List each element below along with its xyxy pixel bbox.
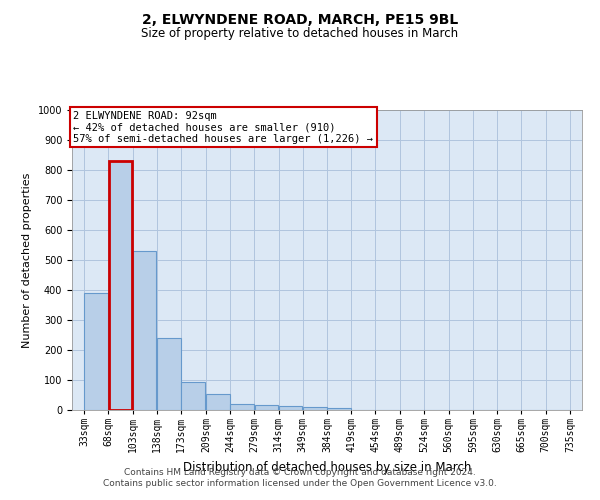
- Bar: [85, 293, 108, 410]
- Bar: [181, 382, 205, 410]
- Text: Size of property relative to detached houses in March: Size of property relative to detached ho…: [142, 28, 458, 40]
- Text: Contains HM Land Registry data © Crown copyright and database right 2024.
Contai: Contains HM Land Registry data © Crown c…: [103, 468, 497, 487]
- Bar: [230, 404, 254, 410]
- Bar: [133, 251, 157, 410]
- Bar: [109, 161, 132, 410]
- Bar: [157, 338, 181, 410]
- Bar: [279, 406, 302, 410]
- Text: 2 ELWYNDENE ROAD: 92sqm
← 42% of detached houses are smaller (910)
57% of semi-d: 2 ELWYNDENE ROAD: 92sqm ← 42% of detache…: [73, 110, 373, 144]
- Text: 2, ELWYNDENE ROAD, MARCH, PE15 9BL: 2, ELWYNDENE ROAD, MARCH, PE15 9BL: [142, 12, 458, 26]
- Bar: [206, 394, 230, 410]
- Y-axis label: Number of detached properties: Number of detached properties: [22, 172, 32, 348]
- Bar: [109, 161, 132, 410]
- X-axis label: Distribution of detached houses by size in March: Distribution of detached houses by size …: [183, 460, 471, 473]
- Bar: [328, 408, 351, 410]
- Bar: [254, 405, 278, 410]
- Bar: [303, 407, 326, 410]
